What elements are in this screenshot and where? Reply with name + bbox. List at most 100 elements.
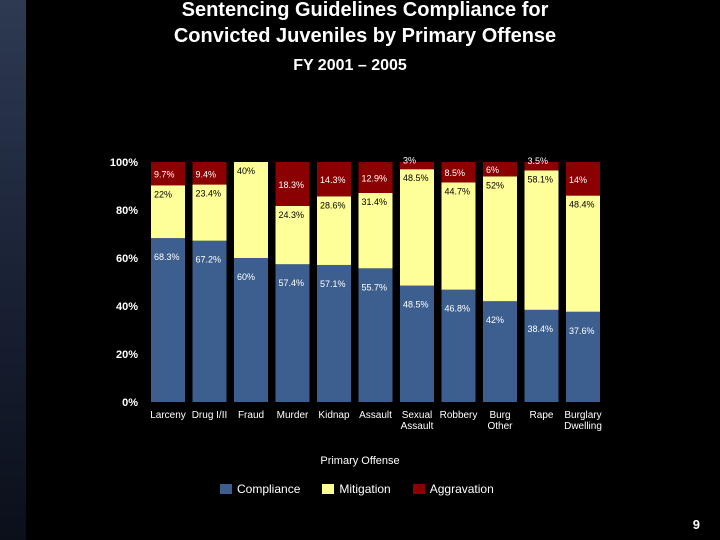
slide-subtitle: FY 2001 – 2005 xyxy=(293,57,407,74)
bar-segment-aggravation xyxy=(151,162,185,186)
page-number: 9 xyxy=(692,517,700,532)
data-label: 37.6% xyxy=(569,326,595,336)
bar-segment-compliance xyxy=(192,240,227,402)
data-label: 9.7% xyxy=(154,170,175,180)
y-tick-label: 100% xyxy=(110,157,138,169)
x-tick-label: Fraud xyxy=(238,410,264,421)
x-tick-label: Sexual xyxy=(402,410,433,421)
x-tick-label: Rape xyxy=(530,410,554,421)
left-sidebar-strip xyxy=(0,0,26,540)
data-label: 46.8% xyxy=(445,304,471,314)
x-tick-label: Drug I/II xyxy=(192,410,228,421)
bar-segment-aggravation xyxy=(400,162,434,170)
x-tick-label: Larceny xyxy=(150,410,186,421)
bar-segment-aggravation xyxy=(483,162,517,177)
y-tick-label: 60% xyxy=(116,253,138,265)
data-label: 48.4% xyxy=(569,200,595,210)
x-tick-label: Murder xyxy=(277,410,309,421)
bar-segment-mitigation xyxy=(400,169,434,286)
data-label: 28.6% xyxy=(320,200,346,210)
bar-segment-mitigation xyxy=(483,176,517,302)
bar-segment-compliance xyxy=(400,285,434,402)
bar-segment-aggravation xyxy=(317,162,351,197)
x-tick-label: Dwelling xyxy=(564,421,602,432)
bar-segment-compliance xyxy=(524,309,559,402)
data-label: 48.5% xyxy=(403,300,429,310)
x-tick-label: Kidnap xyxy=(318,410,350,421)
legend-item-mitigation: Mitigation xyxy=(322,482,391,496)
legend-swatch-mitigation xyxy=(322,484,335,494)
data-label: 24.3% xyxy=(279,210,305,220)
x-tick-label: Burg xyxy=(489,410,510,421)
title-line-2: Convicted Juveniles by Primary Offense xyxy=(173,25,557,47)
data-label: 57.1% xyxy=(320,279,346,289)
stacked-bar-chart: 0% 20% 40% 60% 80% 100% 68.3% 22% 9.7% Larceny 67.… xyxy=(110,156,602,467)
bar-segment-mitigation xyxy=(566,195,600,312)
bar-segment-mitigation xyxy=(275,205,310,265)
chart-legend: Compliance Mitigation Aggravation xyxy=(220,482,516,496)
legend-label-compliance: Compliance xyxy=(237,482,301,496)
data-label: 58.1% xyxy=(528,174,554,184)
data-label: 3% xyxy=(403,156,416,166)
bar-segment-aggravation xyxy=(358,162,393,193)
bar-segment-aggravation xyxy=(275,162,310,206)
bar-segment-compliance xyxy=(234,258,268,402)
y-tick-label: 0% xyxy=(122,397,138,409)
data-label: 42% xyxy=(486,315,504,325)
data-label: 52% xyxy=(486,180,504,190)
data-label: 57.4% xyxy=(279,278,305,288)
bar-segment-mitigation xyxy=(151,185,185,239)
x-tick-label: Robbery xyxy=(440,410,478,421)
bar-segment-mitigation xyxy=(524,170,559,310)
bar-segment-mitigation xyxy=(234,162,268,258)
bar-segment-mitigation xyxy=(441,182,476,290)
data-label: 9.4% xyxy=(196,169,217,179)
data-label: 67.2% xyxy=(196,255,222,265)
legend-swatch-aggravation xyxy=(412,484,425,494)
y-tick-label: 20% xyxy=(116,349,138,361)
data-label: 23.4% xyxy=(196,189,222,199)
legend-item-aggravation: Aggravation xyxy=(412,482,494,496)
data-label: 55.7% xyxy=(362,282,388,292)
bar-segment-mitigation xyxy=(358,192,393,269)
data-label: 14.3% xyxy=(320,175,346,185)
legend-label-mitigation: Mitigation xyxy=(339,482,391,496)
data-label: 22% xyxy=(154,189,172,199)
bar-segment-compliance xyxy=(441,289,476,402)
legend-item-compliance: Compliance xyxy=(220,482,300,496)
data-label: 40% xyxy=(237,166,255,176)
data-label: 60% xyxy=(237,272,255,282)
x-tick-label: Other xyxy=(487,421,513,432)
bar-segment-compliance xyxy=(483,301,517,402)
data-label: 38.4% xyxy=(528,324,554,334)
bar-segment-compliance xyxy=(317,264,351,402)
x-axis-title: Primary Offense xyxy=(320,455,399,467)
x-tick-label: Burglary xyxy=(564,410,601,421)
y-tick-label: 40% xyxy=(116,301,138,313)
data-label: 18.3% xyxy=(279,180,305,190)
bar-segment-mitigation xyxy=(192,184,227,241)
x-tick-label: Assault xyxy=(401,421,434,432)
data-label: 31.4% xyxy=(362,197,388,207)
data-label: 3.5% xyxy=(528,156,549,166)
data-label: 68.3% xyxy=(154,252,180,262)
bar-segment-aggravation xyxy=(441,162,476,183)
data-label: 44.7% xyxy=(445,186,471,196)
slide-title: Sentencing Guidelines Compliance for Con… xyxy=(95,0,635,49)
legend-swatch-compliance xyxy=(220,484,232,494)
data-label: 6% xyxy=(486,165,499,175)
data-label: 12.9% xyxy=(362,173,388,183)
bar-segment-compliance xyxy=(275,264,310,402)
legend-label-aggravation: Aggravation xyxy=(429,482,494,496)
data-label: 14% xyxy=(569,175,587,185)
x-tick-label: Assault xyxy=(359,410,392,421)
bar-segment-compliance xyxy=(566,311,600,402)
bar-segment-aggravation xyxy=(192,162,227,185)
bar-segment-compliance xyxy=(151,238,185,402)
bar-segment-compliance xyxy=(358,268,393,402)
data-label: 8.5% xyxy=(445,168,466,178)
bar-segment-mitigation xyxy=(317,196,351,265)
y-tick-label: 80% xyxy=(116,205,138,217)
data-label: 48.5% xyxy=(403,173,429,183)
bar-segment-aggravation xyxy=(524,162,559,171)
